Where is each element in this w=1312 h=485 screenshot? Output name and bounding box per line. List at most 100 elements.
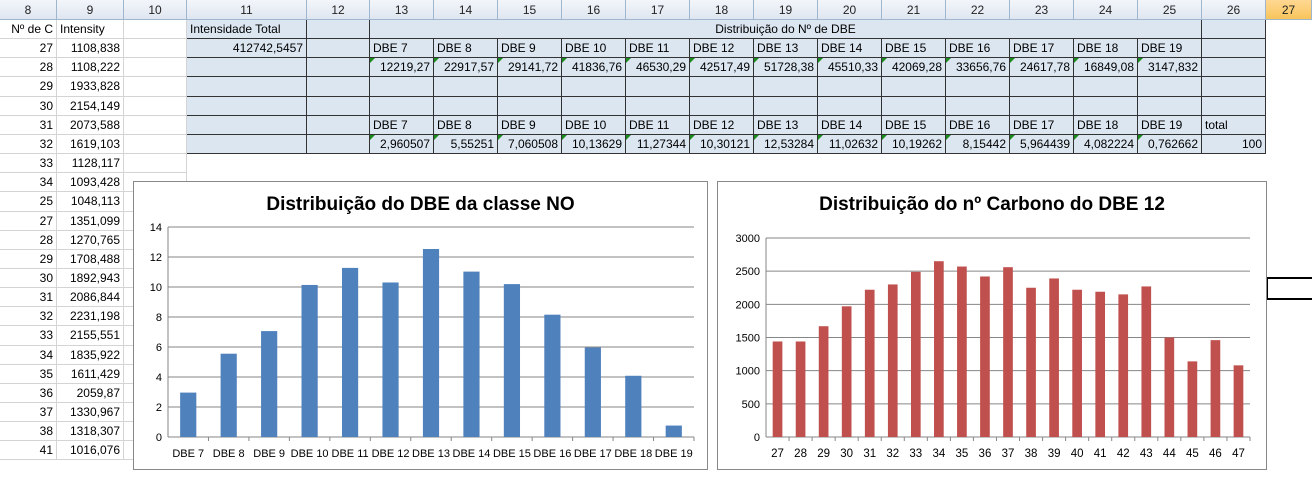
cell-dbe-label[interactable]: DBE 7 [370, 39, 434, 58]
cell-carbon-number[interactable]: 33 [0, 326, 57, 346]
table-cell[interactable] [1138, 97, 1202, 116]
cell-total-value[interactable]: 100 [1202, 135, 1266, 154]
cell-dbe-value[interactable]: 46530,29 [626, 58, 690, 77]
cell[interactable] [124, 97, 187, 116]
cell-dbe-label[interactable]: DBE 11 [626, 39, 690, 58]
cell-dbe-label[interactable]: DBE 15 [882, 39, 946, 58]
bar-dbe-10[interactable] [301, 284, 318, 437]
column-header-21[interactable]: 21 [882, 0, 946, 20]
cell-dbe-percent[interactable]: 11,02632 [818, 135, 882, 154]
cell-carbon-number[interactable]: 32 [0, 307, 57, 326]
column-header-10[interactable]: 10 [124, 0, 187, 20]
cell-dbe-label[interactable]: DBE 10 [562, 116, 626, 135]
bar-32[interactable] [887, 284, 898, 437]
cell-dbe-label[interactable]: DBE 12 [690, 39, 754, 58]
table-cell[interactable] [307, 116, 370, 135]
table-cell[interactable] [307, 39, 370, 58]
table-cell[interactable] [187, 116, 307, 135]
cell-intensity[interactable]: 2231,198 [57, 307, 124, 326]
bar-dbe-17[interactable] [584, 347, 601, 437]
cell-dbe-label[interactable]: DBE 17 [1010, 39, 1074, 58]
column-header-24[interactable]: 24 [1074, 0, 1138, 20]
cell-dbe-label[interactable]: DBE 10 [562, 39, 626, 58]
cell-intensity[interactable]: 1351,099 [57, 212, 124, 231]
bar-dbe-15[interactable] [503, 284, 521, 437]
cell-dbe-value[interactable]: 51728,38 [754, 58, 818, 77]
cell-carbon-number[interactable]: 25 [0, 192, 57, 212]
cell-intensity[interactable]: 2086,844 [57, 288, 124, 307]
cell-dbe-label[interactable]: DBE 15 [882, 116, 946, 135]
cell-dbe-value[interactable]: 24617,78 [1010, 58, 1074, 77]
cell[interactable] [124, 135, 187, 154]
table-cell[interactable] [370, 97, 434, 116]
cell-intensity[interactable]: 1892,943 [57, 269, 124, 288]
bar-dbe-16[interactable] [544, 314, 561, 437]
cell-dbe-percent[interactable]: 12,53284 [754, 135, 818, 154]
cell-carbon-number[interactable]: 33 [0, 154, 57, 173]
cell-dbe-label[interactable]: DBE 18 [1074, 116, 1138, 135]
cell[interactable] [124, 77, 187, 97]
chart-dbe-distribution[interactable]: Distribuição do DBE da classe NO 0 2 4 6 8 10… [133, 181, 708, 470]
cell-dbe-percent[interactable]: 5,55251 [434, 135, 498, 154]
table-cell[interactable] [1074, 77, 1138, 97]
table-cell[interactable] [498, 97, 562, 116]
cell-dbe-label[interactable]: DBE 9 [498, 116, 562, 135]
cell-carbon-number[interactable]: 41 [0, 441, 57, 460]
table-cell[interactable] [1074, 97, 1138, 116]
table-cell[interactable] [1202, 77, 1266, 97]
column-header-26[interactable]: 26 [1202, 0, 1266, 20]
cell[interactable] [124, 39, 187, 58]
cell-dbe-percent[interactable]: 2,960507 [370, 135, 434, 154]
table-title-dbe-distribution[interactable]: Distribuição do Nº de DBE [370, 20, 1202, 39]
bar-dbe-11[interactable] [341, 267, 359, 437]
cell[interactable] [124, 58, 187, 77]
cell-dbe-label[interactable]: DBE 13 [754, 39, 818, 58]
table-cell[interactable] [882, 77, 946, 97]
chart-carbon-distribution[interactable]: Distribuição do nº Carbono do DBE 12 0 50… [717, 181, 1267, 470]
column-header-27[interactable]: 27 [1266, 0, 1312, 20]
table-cell[interactable] [626, 97, 690, 116]
cell-dbe-value[interactable]: 3147,832 [1138, 58, 1202, 77]
table-cell[interactable] [818, 77, 882, 97]
cell-dbe-label[interactable]: DBE 7 [370, 116, 434, 135]
cell-dbe-value[interactable]: 16849,08 [1074, 58, 1138, 77]
bar-45[interactable] [1187, 361, 1198, 437]
table-cell[interactable] [1010, 97, 1074, 116]
cell-dbe-value[interactable]: 41836,76 [562, 58, 626, 77]
bar-dbe-9[interactable] [261, 331, 278, 437]
bar-39[interactable] [1049, 278, 1059, 437]
table-cell[interactable] [690, 77, 754, 97]
bar-dbe-19[interactable] [665, 425, 682, 437]
table-cell[interactable] [882, 97, 946, 116]
table-cell[interactable] [626, 77, 690, 97]
cell-dbe-value[interactable]: 42069,28 [882, 58, 946, 77]
column-header-17[interactable]: 17 [626, 0, 690, 20]
bar-42[interactable] [1118, 294, 1129, 437]
bar-dbe-18[interactable] [625, 375, 642, 437]
bar-36[interactable] [980, 276, 990, 437]
bar-29[interactable] [818, 326, 829, 437]
column-header-12[interactable]: 12 [307, 0, 370, 20]
table-cell[interactable] [187, 58, 307, 77]
table-cell[interactable] [434, 97, 498, 116]
cell-total-label[interactable]: total [1202, 116, 1266, 135]
table-cell[interactable] [818, 97, 882, 116]
column-header-22[interactable]: 22 [946, 0, 1010, 20]
table-cell[interactable] [307, 97, 370, 116]
table-cell[interactable] [946, 77, 1010, 97]
cell-carbon-number[interactable]: 29 [0, 250, 57, 269]
bar-dbe-13[interactable] [422, 249, 440, 437]
cell-dbe-label[interactable]: DBE 19 [1138, 39, 1202, 58]
cell-carbon-number[interactable]: 27 [0, 212, 57, 231]
bar-34[interactable] [934, 261, 944, 437]
bar-37[interactable] [1003, 267, 1013, 437]
bar-dbe-12[interactable] [382, 282, 399, 437]
cell-dbe-percent[interactable]: 10,13629 [562, 135, 626, 154]
cell[interactable] [124, 20, 187, 39]
bar-31[interactable] [864, 289, 875, 437]
cell-dbe-percent[interactable]: 5,964439 [1010, 135, 1074, 154]
column-header-15[interactable]: 15 [498, 0, 562, 20]
column-header-14[interactable]: 14 [434, 0, 498, 20]
cell-dbe-label[interactable]: DBE 18 [1074, 39, 1138, 58]
cell-carbon-number[interactable]: 35 [0, 365, 57, 384]
